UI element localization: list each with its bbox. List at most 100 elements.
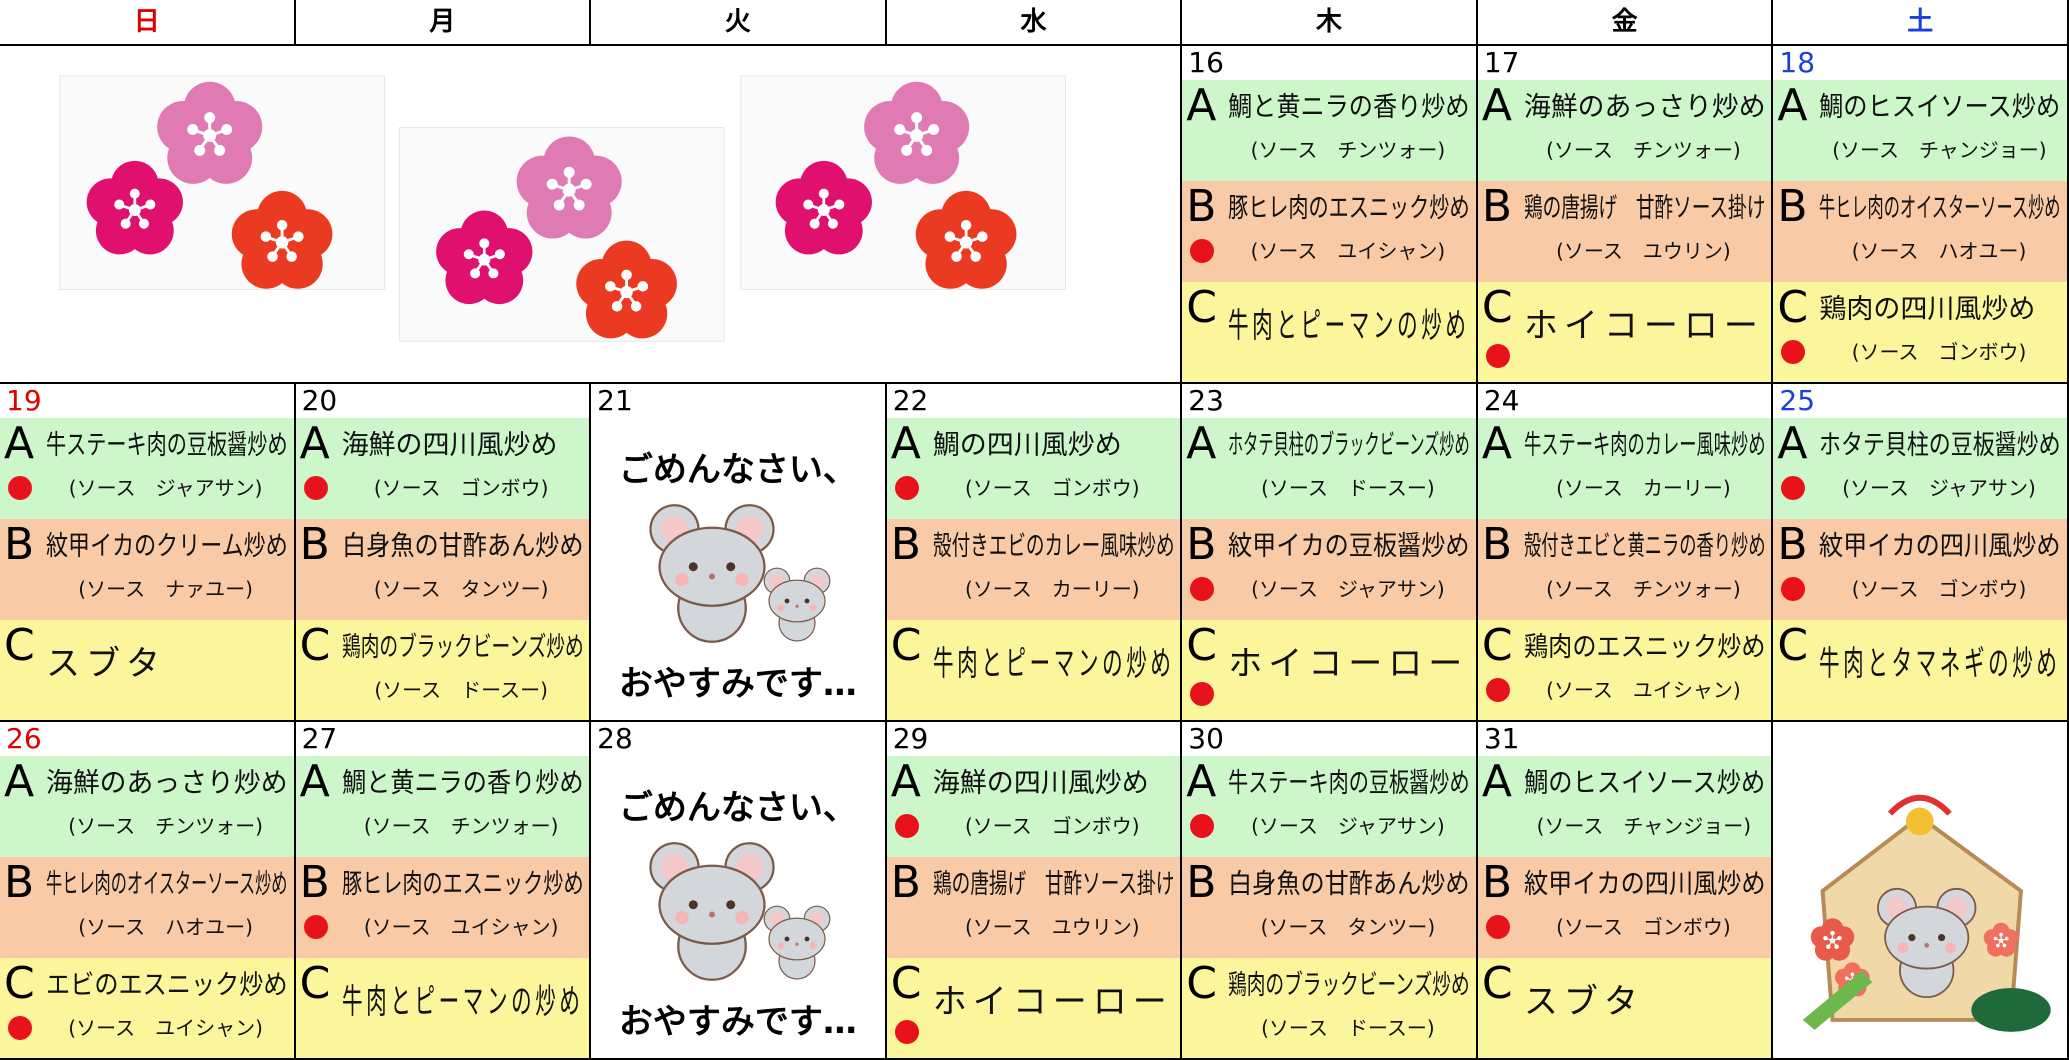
menu-name: 牛肉とピーマンの炒め [341,982,584,1022]
red-dot [1190,239,1215,263]
menu-label: B [4,857,35,908]
date: 22 [892,384,929,417]
menu-name: ホイコーロー [1523,306,1764,346]
menu-item: C ホイコーロー [1477,282,1772,382]
day-cell: 26 A 海鮮のあっさり炒め (ソース チンツォー) B 牛ヒレ肉のオイスターソース炒め (… [0,722,296,1060]
menu-name: 牛肉とタマネギの炒め [1819,644,2061,684]
date: 17 [1483,46,1520,79]
day-cell: 16 A 鯛と黄ニラの香り炒め (ソース チンツォー) B 豚ヒレ肉のエスニック炒め (ソー… [1182,46,1478,384]
mouse-wrap [627,826,847,1000]
day-cell: 18 A 鯛のヒスイソース炒め (ソース チャンジョー) B 牛ヒレ肉のオイスターソース炒… [1773,46,2069,384]
ema-picture [1803,794,2052,1032]
menu-label: B [1481,857,1513,908]
menu-name: 鶏肉の四川風炒め [1819,294,2036,325]
red-dot [894,814,919,838]
menu-item: A ホタテ貝柱のブラックビーンズ炒め (ソース ドースー) [1182,418,1476,519]
menu-item: C 牛肉とタマネギの炒め [1773,620,2067,720]
red-dot [1781,476,1806,500]
red-dot [303,915,328,939]
day-cell: 17 A 海鮮のあっさり炒め (ソース チンツォー) B 鶏の唐揚げ 甘酢ソース掛け (ソー… [1477,46,1774,384]
weekday-header: 土 [1773,0,2069,46]
menu-label: B [890,857,921,908]
red-dot [894,476,919,500]
menu-name: 白身魚の甘酢あん炒め [341,531,584,562]
menu-item: B 殻付きエビと黄ニラの香り炒め (ソース チンツォー) [1477,519,1772,620]
menu-name: 紋甲イカのクリーム炒め [46,531,288,562]
menu-label: C [299,958,331,1009]
date: 18 [1779,46,1816,79]
menu-name: 鯛と黄ニラの香り炒め [341,768,584,799]
day-cell: 20 A 海鮮の四川風炒め (ソース ゴンボウ) B 白身魚の甘酢あん炒め (ソース タンツ… [295,384,592,722]
date: 30 [1188,722,1224,755]
menu-label: C [1777,282,1809,333]
menu-name: 牛ステーキ肉のカレー風味炒め [1523,430,1766,461]
menu-name: 牛肉とピーマンの炒め [1228,306,1470,346]
menu-item: A 海鮮のあっさり炒め (ソース チンツォー) [0,756,294,857]
menu-label: C [4,620,35,671]
menu-name: 海鮮のあっさり炒め [1523,92,1766,123]
menu-item: B 白身魚の甘酢あん炒め (ソース タンツー) [1182,857,1476,958]
menu-label: B [1186,519,1217,570]
menu-item: A 鯛のヒスイソース炒め (ソース チャンジョー) [1773,80,2067,181]
picture-cell [0,46,1183,384]
day-cell: 22 A 鯛の四川風炒め (ソース ゴンボウ) B 殻付きエビのカレー風味炒め (ソース カ… [886,384,1183,722]
mouse-picture [649,842,831,981]
menu-item: B 牛ヒレ肉のオイスターソース炒め (ソース ハオユー) [1773,181,2067,282]
menu-item: B 豚ヒレ肉のエスニック炒め (ソース ユイシャン) [295,857,590,958]
menu-item: A ホタテ貝柱の豆板醤炒め (ソース ジャアサン) [1773,418,2067,519]
date: 24 [1483,384,1520,417]
plum-cluster [740,75,1066,291]
closed-message: ごめんなさい、 [618,450,857,490]
menu-item: C 鶏肉のブラックビーンズ炒め (ソース ドースー) [1182,958,1476,1058]
weekday-header: 日 [0,0,296,46]
sauce-name: (ソース ドースー) [1261,476,1435,500]
menu-name: ホタテ貝柱のブラックビーンズ炒め [1228,430,1470,461]
sauce-name: (ソース チャンジョー) [1536,814,1752,838]
menu-label: B [890,519,921,570]
red-dot [1485,915,1510,939]
menu-label: C [890,958,922,1009]
menu-item: C ホイコーロー [886,958,1181,1058]
menu-item: A 牛ステーキ肉のカレー風味炒め (ソース カーリー) [1477,418,1772,519]
sauce-name: (ソース ゴンボウ) [1851,577,2027,601]
sauce-name: (ソース タンツー) [373,577,549,601]
date: 19 [6,384,42,417]
menu-item: C エビのエスニック炒め (ソース ユイシャン) [0,958,294,1058]
day-cell: 19 A 牛ステーキ肉の豆板醤炒め (ソース ジャアサン) B 紋甲イカのクリーム炒め (ソ… [0,384,296,722]
day-cell: 30 A 牛ステーキ肉の豆板醤炒め (ソース ジャアサン) B 白身魚の甘酢あん炒め (ソー… [1182,722,1478,1060]
sauce-name: (ソース チンツォー) [1250,138,1446,162]
closed-cell: 28 ごめんなさい、 おやすみです… [591,722,887,1060]
sauce-name: (ソース ドースー) [374,678,548,702]
menu-name: 牛ステーキ肉の豆板醤炒め [46,430,288,461]
red-dot [1190,814,1215,838]
picture-cell [1773,722,2069,1060]
menu-label: B [299,519,330,570]
menu-item: B 白身魚の甘酢あん炒め (ソース タンツー) [295,519,590,620]
menu-label: C [890,620,922,671]
menu-name: スブタ [1523,982,1644,1022]
sauce-name: (ソース ゴンボウ) [373,476,549,500]
sauce-name: (ソース チャンジョー) [1832,138,2047,162]
red-dot [8,1016,32,1040]
menu-item: A 鯛と黄ニラの香り炒め (ソース チンツォー) [295,756,590,857]
menu-name: ホイコーロー [932,982,1173,1022]
sauce-name: (ソース タンツー) [1260,915,1436,939]
menu-label: A [1481,80,1512,131]
menu-item: C 牛肉とピーマンの炒め [295,958,590,1058]
red-dot [1190,577,1215,601]
menu-item: B 鶏の唐揚げ 甘酢ソース掛け (ソース ユウリン) [1477,181,1772,282]
sauce-name: (ソース ユイシャン) [68,1016,263,1040]
menu-name: 紋甲イカの四川風炒め [1819,531,2061,562]
menu-name: 海鮮の四川風炒め [932,768,1149,799]
sauce-name: (ソース カーリー) [964,577,1140,601]
menu-label: A [1186,756,1217,807]
menu-item: B 牛ヒレ肉のオイスターソース炒め (ソース ハオユー) [0,857,294,958]
menu-item: A 鯛の四川風炒め (ソース ゴンボウ) [886,418,1181,519]
menu-item: A 海鮮の四川風炒め (ソース ゴンボウ) [295,418,590,519]
sauce-name: (ソース ユイシャン) [1546,678,1741,702]
day-cell: 31 A 鯛のヒスイソース炒め (ソース チャンジョー) B 紋甲イカの四川風炒め (ソース… [1477,722,1774,1060]
menu-name: 鶏肉のエスニック炒め [1523,632,1766,663]
menu-name: 海鮮のあっさり炒め [46,768,288,799]
